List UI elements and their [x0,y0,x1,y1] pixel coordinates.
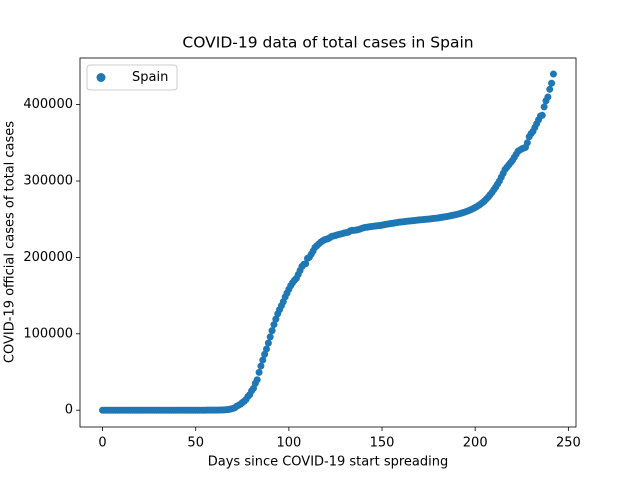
point [544,93,552,101]
point [302,260,310,268]
x-tick-label: 250 [556,436,581,451]
point [546,85,554,93]
point [270,321,278,329]
point [259,356,267,364]
point [538,111,546,119]
x-tick-label: 50 [187,436,204,451]
legend-label: Spain [132,70,168,85]
legend-box [86,64,178,91]
point [257,362,265,370]
legend-marker [96,73,106,82]
x-tick-label: 200 [463,436,488,451]
point [263,345,271,353]
point [266,333,274,341]
y-tick-label: 200000 [23,250,73,265]
point [548,79,556,87]
y-axis-label: COVID-19 official cases of total cases [3,121,18,363]
x-tick-label: 0 [98,436,106,451]
point [272,315,280,323]
x-axis-label: Days since COVID-19 start spreading [208,455,448,470]
plot-frame [79,57,577,428]
point [540,103,548,111]
point [264,339,272,347]
y-tick-label: 100000 [23,326,73,341]
point [523,139,531,147]
x-tick-label: 150 [370,436,395,451]
point [253,376,261,384]
point [268,327,276,335]
y-tick-label: 300000 [23,174,73,189]
y-tick-label: 400000 [23,97,73,112]
point [549,70,557,78]
point [255,368,263,376]
point [261,350,269,358]
y-tick-label: 0 [65,403,73,418]
chart-title: COVID-19 data of total cases in Spain [182,34,473,52]
x-tick-label: 100 [276,436,301,451]
